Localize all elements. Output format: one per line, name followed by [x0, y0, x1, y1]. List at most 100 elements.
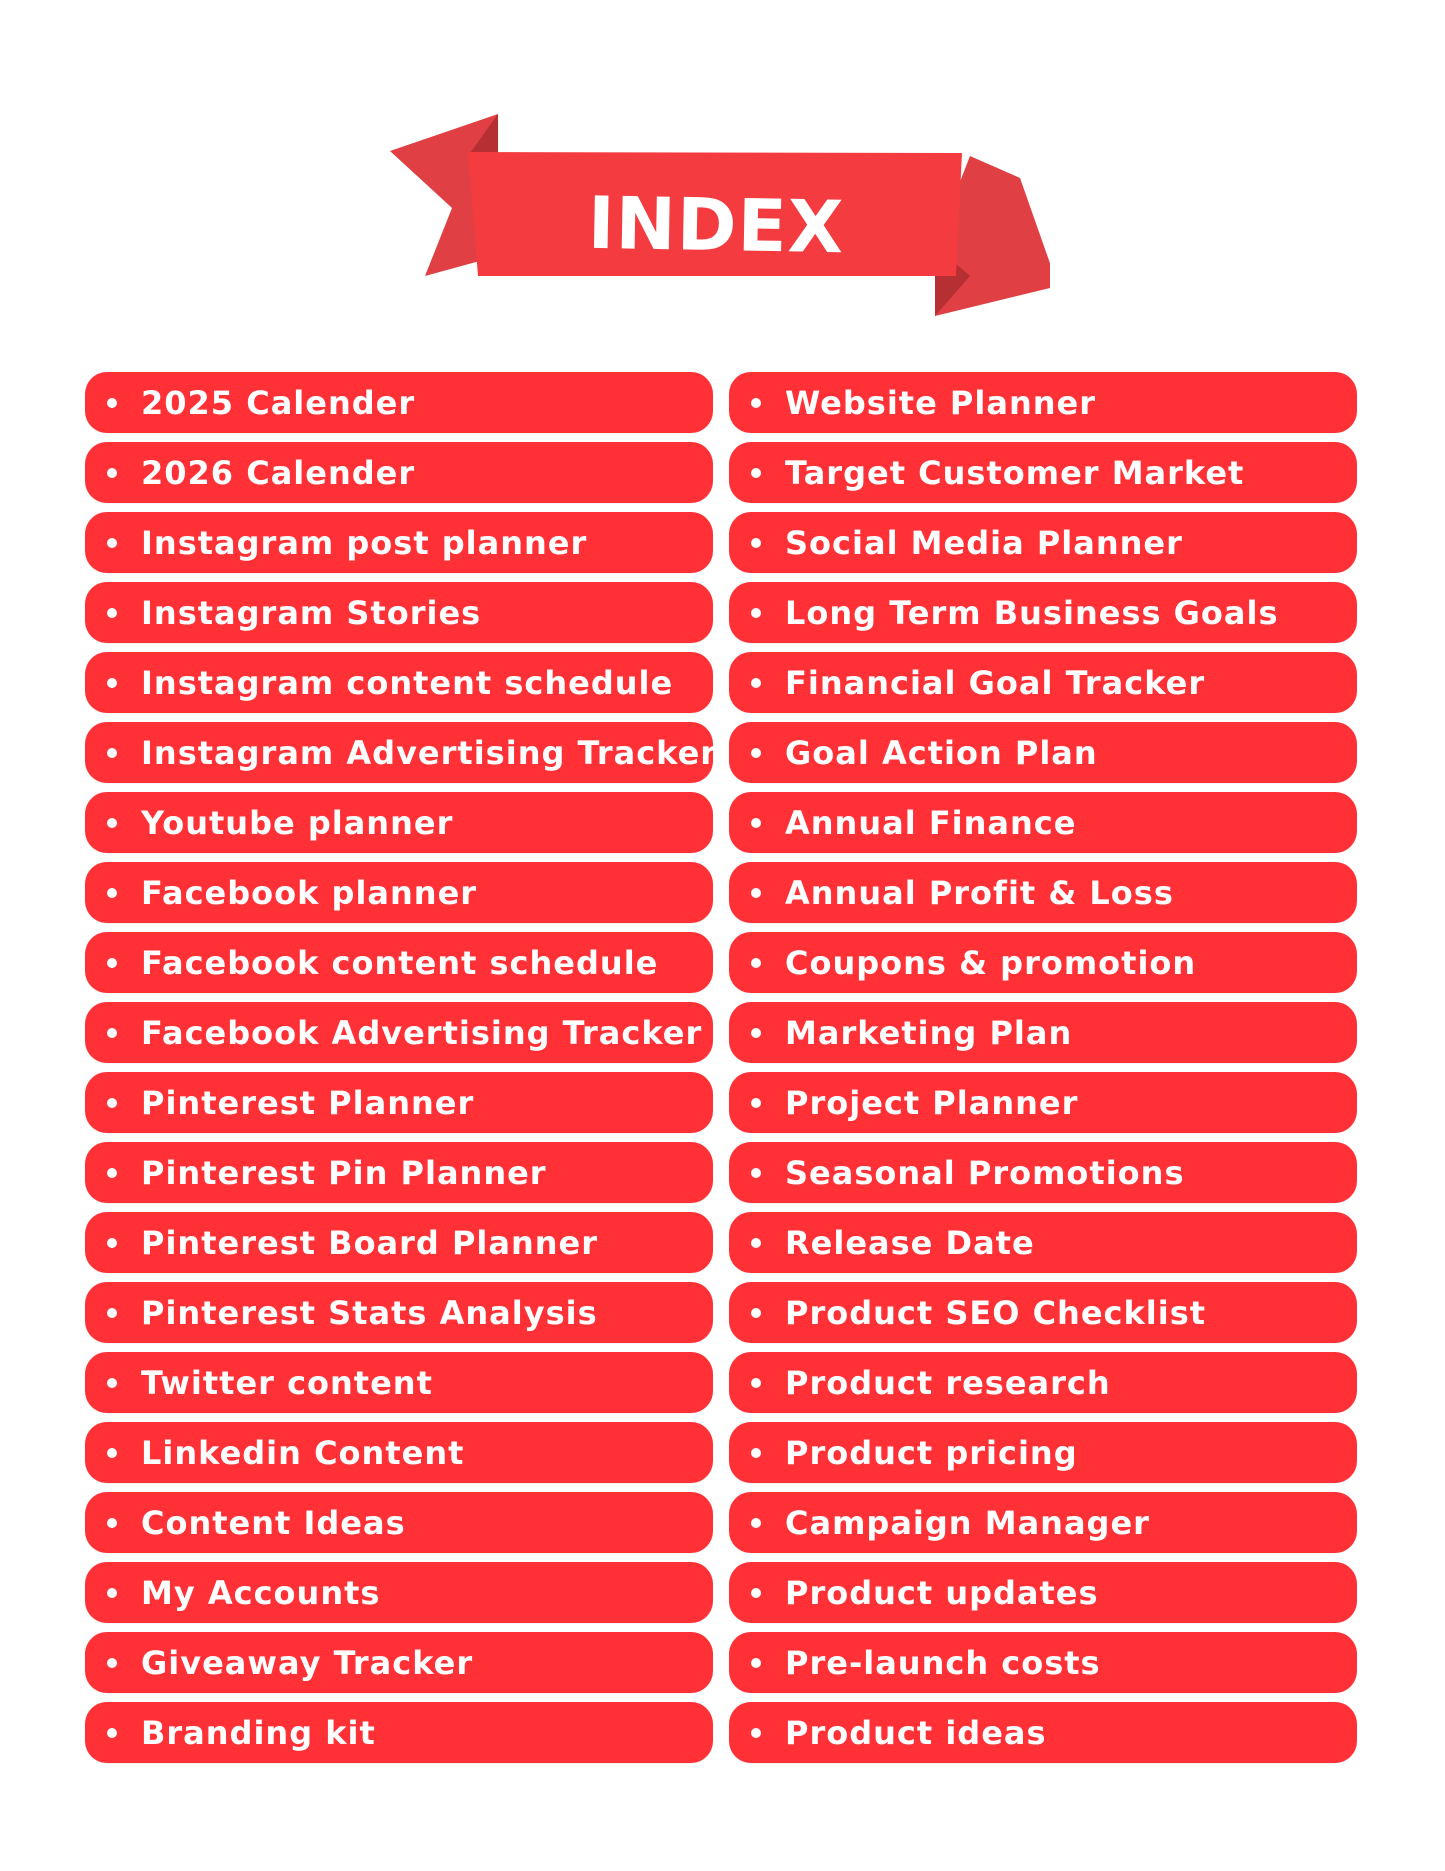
- bullet-icon: [107, 817, 117, 828]
- index-item[interactable]: Instagram Advertising Tracker: [85, 722, 716, 783]
- index-item-label: Instagram content schedule: [141, 663, 674, 702]
- index-item-label: Facebook content schedule: [141, 943, 659, 982]
- index-item[interactable]: My Accounts: [85, 1562, 713, 1623]
- index-item[interactable]: Marketing Plan: [729, 1002, 1357, 1063]
- bullet-icon: [751, 817, 761, 828]
- bullet-icon: [751, 677, 761, 688]
- index-item-label: Financial Goal Tracker: [785, 663, 1206, 702]
- index-item[interactable]: Target Customer Market: [729, 442, 1357, 503]
- bullet-icon: [751, 957, 761, 968]
- index-item[interactable]: Facebook Advertising Tracker: [85, 1002, 713, 1063]
- index-item[interactable]: Product research: [729, 1352, 1357, 1413]
- index-item-label: Marketing Plan: [785, 1013, 1073, 1052]
- index-item-label: 2025 Calender: [141, 383, 416, 422]
- index-item[interactable]: Product ideas: [729, 1702, 1357, 1763]
- index-item-label: Website Planner: [785, 383, 1096, 422]
- index-item[interactable]: Pinterest Pin Planner: [85, 1142, 713, 1203]
- left-index-column: 2025 Calender 2026 Calender Instagram po…: [85, 372, 716, 1772]
- bullet-icon: [751, 1377, 761, 1388]
- index-item-label: Linkedin Content: [141, 1433, 465, 1472]
- index-item-label: Seasonal Promotions: [785, 1153, 1185, 1192]
- index-item[interactable]: Long Term Business Goals: [729, 582, 1357, 643]
- index-item[interactable]: Instagram content schedule: [85, 652, 713, 713]
- index-item[interactable]: Instagram Stories: [85, 582, 713, 643]
- bullet-icon: [751, 1447, 761, 1458]
- bullet-icon: [107, 1027, 117, 1038]
- bullet-icon: [751, 397, 761, 408]
- bullet-icon: [751, 1727, 761, 1738]
- index-item[interactable]: Project Planner: [729, 1072, 1357, 1133]
- index-item[interactable]: Annual Finance: [729, 792, 1357, 853]
- index-item-label: Pinterest Pin Planner: [141, 1153, 547, 1192]
- bullet-icon: [107, 1587, 117, 1598]
- index-item-label: My Accounts: [141, 1573, 381, 1612]
- index-item[interactable]: Pinterest Planner: [85, 1072, 713, 1133]
- index-item-label: Long Term Business Goals: [785, 593, 1279, 632]
- index-item[interactable]: Linkedin Content: [85, 1422, 713, 1483]
- bullet-icon: [751, 1657, 761, 1668]
- index-item[interactable]: Pinterest Board Planner: [85, 1212, 713, 1273]
- index-item-label: Product ideas: [785, 1713, 1047, 1752]
- index-item[interactable]: Facebook content schedule: [85, 932, 713, 993]
- index-item[interactable]: Content Ideas: [85, 1492, 713, 1553]
- index-item[interactable]: Product updates: [729, 1562, 1357, 1623]
- index-item-label: Pinterest Planner: [141, 1083, 475, 1122]
- bullet-icon: [751, 1167, 761, 1178]
- index-item[interactable]: Website Planner: [729, 372, 1357, 433]
- index-item[interactable]: Social Media Planner: [729, 512, 1357, 573]
- index-item[interactable]: Seasonal Promotions: [729, 1142, 1357, 1203]
- index-item[interactable]: 2026 Calender: [85, 442, 713, 503]
- bullet-icon: [107, 1517, 117, 1528]
- index-item-label: Giveaway Tracker: [141, 1643, 474, 1682]
- index-item-label: Social Media Planner: [785, 523, 1183, 562]
- bullet-icon: [751, 1307, 761, 1318]
- index-item[interactable]: Instagram post planner: [85, 512, 713, 573]
- index-ribbon-banner: [380, 106, 1050, 326]
- bullet-icon: [107, 1447, 117, 1458]
- bullet-icon: [107, 677, 117, 688]
- bullet-icon: [107, 1377, 117, 1388]
- bullet-icon: [107, 607, 117, 618]
- index-item[interactable]: Branding kit: [85, 1702, 713, 1763]
- index-item-label: Project Planner: [785, 1083, 1079, 1122]
- index-item[interactable]: Annual Profit & Loss: [729, 862, 1357, 923]
- index-item-label: Pinterest Board Planner: [141, 1223, 599, 1262]
- index-item[interactable]: Giveaway Tracker: [85, 1632, 713, 1693]
- index-item[interactable]: Product pricing: [729, 1422, 1357, 1483]
- index-item-label: Product updates: [785, 1573, 1099, 1612]
- index-item[interactable]: Youtube planner: [85, 792, 713, 853]
- index-item-label: Coupons & promotion: [785, 943, 1197, 982]
- bullet-icon: [107, 537, 117, 548]
- index-item-label: Goal Action Plan: [785, 733, 1098, 772]
- bullet-icon: [107, 957, 117, 968]
- index-item[interactable]: Campaign Manager: [729, 1492, 1357, 1553]
- index-item[interactable]: 2025 Calender: [85, 372, 713, 433]
- index-item-label: Pre-launch costs: [785, 1643, 1101, 1682]
- index-item-label: Product SEO Checklist: [785, 1293, 1207, 1332]
- index-item-label: Campaign Manager: [785, 1503, 1150, 1542]
- page-title: INDEX: [587, 180, 845, 270]
- index-item[interactable]: Pinterest Stats Analysis: [85, 1282, 713, 1343]
- bullet-icon: [107, 1727, 117, 1738]
- index-item-label: Pinterest Stats Analysis: [141, 1293, 598, 1332]
- bullet-icon: [107, 1237, 117, 1248]
- index-item-label: Content Ideas: [141, 1503, 406, 1542]
- bullet-icon: [751, 537, 761, 548]
- bullet-icon: [751, 1237, 761, 1248]
- index-item[interactable]: Product SEO Checklist: [729, 1282, 1357, 1343]
- bullet-icon: [751, 887, 761, 898]
- index-item[interactable]: Twitter content: [85, 1352, 713, 1413]
- index-item-label: 2026 Calender: [141, 453, 416, 492]
- index-item[interactable]: Financial Goal Tracker: [729, 652, 1357, 713]
- index-item-label: Product research: [785, 1363, 1111, 1402]
- bullet-icon: [751, 1517, 761, 1528]
- index-item[interactable]: Facebook planner: [85, 862, 713, 923]
- right-index-column: Website Planner Target Customer Market S…: [729, 372, 1357, 1772]
- index-item-label: Annual Profit & Loss: [785, 873, 1174, 912]
- index-item[interactable]: Coupons & promotion: [729, 932, 1357, 993]
- index-item[interactable]: Goal Action Plan: [729, 722, 1357, 783]
- index-item[interactable]: Release Date: [729, 1212, 1357, 1273]
- index-item-label: Facebook planner: [141, 873, 478, 912]
- index-item-label: Release Date: [785, 1223, 1035, 1262]
- index-item[interactable]: Pre-launch costs: [729, 1632, 1357, 1693]
